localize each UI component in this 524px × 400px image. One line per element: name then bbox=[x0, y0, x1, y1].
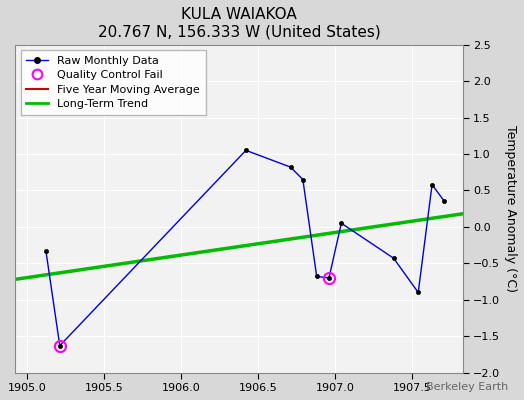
Y-axis label: Temperature Anomaly (°C): Temperature Anomaly (°C) bbox=[504, 125, 517, 292]
Text: Berkeley Earth: Berkeley Earth bbox=[426, 382, 508, 392]
Legend: Raw Monthly Data, Quality Control Fail, Five Year Moving Average, Long-Term Tren: Raw Monthly Data, Quality Control Fail, … bbox=[21, 50, 206, 115]
Title: KULA WAIAKOA
20.767 N, 156.333 W (United States): KULA WAIAKOA 20.767 N, 156.333 W (United… bbox=[97, 7, 380, 39]
